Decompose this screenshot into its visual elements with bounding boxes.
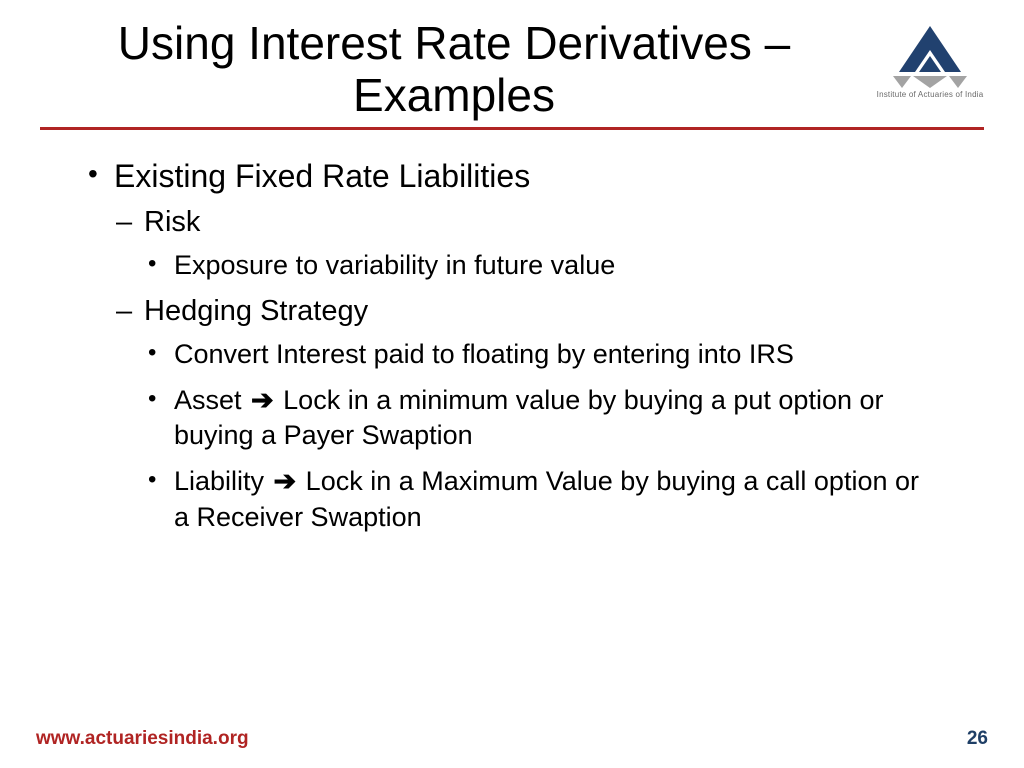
content-area: Existing Fixed Rate Liabilities Risk Exp… xyxy=(40,130,984,535)
slide-title: Using Interest Rate Derivatives – Exampl… xyxy=(40,18,868,121)
arrow-right-icon: ➔ xyxy=(272,464,299,500)
list-item: Liability ➔ Lock in a Maximum Value by b… xyxy=(144,464,940,535)
list-item: Convert Interest paid to floating by ent… xyxy=(144,337,940,373)
list-item: Asset ➔ Lock in a minimum value by buyin… xyxy=(144,383,940,454)
title-row: Using Interest Rate Derivatives – Exampl… xyxy=(40,18,984,121)
logo-caption: Institute of Actuaries of India xyxy=(877,90,984,99)
bullet-text: Asset xyxy=(174,385,249,415)
list-item: Hedging Strategy Convert Interest paid t… xyxy=(114,293,940,535)
list-item: Existing Fixed Rate Liabilities Risk Exp… xyxy=(84,156,940,535)
bullet-text: Lock in a minimum value by buying a put … xyxy=(174,385,884,451)
arrow-right-icon: ➔ xyxy=(249,383,276,419)
slide: Using Interest Rate Derivatives – Exampl… xyxy=(0,0,1024,768)
bullet-text: Risk xyxy=(144,206,200,238)
bullet-text: Hedging Strategy xyxy=(144,295,368,327)
bullet-text: Exposure to variability in future value xyxy=(174,250,615,280)
footer-url: www.actuariesindia.org xyxy=(36,728,249,750)
list-item: Exposure to variability in future value xyxy=(144,248,940,284)
list-item: Risk Exposure to variability in future v… xyxy=(114,204,940,283)
bullet-text: Liability xyxy=(174,466,272,496)
footer: www.actuariesindia.org 26 xyxy=(0,728,1024,750)
logo: Institute of Actuaries of India xyxy=(876,18,984,99)
bullet-list: Existing Fixed Rate Liabilities Risk Exp… xyxy=(84,156,940,535)
bullet-text: Existing Fixed Rate Liabilities xyxy=(114,158,530,194)
logo-icon xyxy=(887,26,973,88)
page-number: 26 xyxy=(967,728,988,750)
bullet-text: Convert Interest paid to floating by ent… xyxy=(174,339,794,369)
